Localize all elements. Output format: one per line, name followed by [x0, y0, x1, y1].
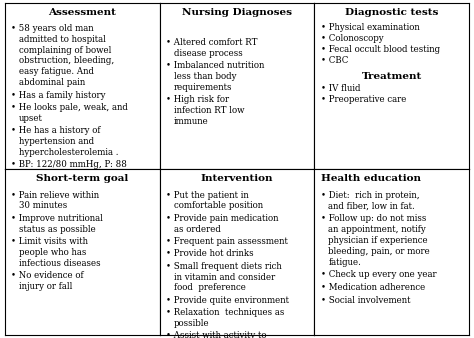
Text: Assessment: Assessment: [48, 8, 116, 17]
Text: • Fecal occult blood testing: • Fecal occult blood testing: [320, 45, 440, 54]
Text: • Physical examination: • Physical examination: [320, 23, 419, 32]
Text: • Social involvement: • Social involvement: [320, 296, 410, 306]
Text: • Check up every one year: • Check up every one year: [320, 270, 436, 280]
Text: • Provide hot drinks: • Provide hot drinks: [166, 249, 254, 258]
Text: • Follow up: do not miss: • Follow up: do not miss: [320, 214, 426, 223]
Text: as ordered: as ordered: [173, 224, 220, 234]
Text: • Put the patient in: • Put the patient in: [166, 191, 248, 199]
Text: • CBC: • CBC: [320, 56, 348, 65]
Text: physician if experience: physician if experience: [328, 236, 428, 245]
Text: • BP: 122/80 mmHg, P: 88: • BP: 122/80 mmHg, P: 88: [11, 160, 127, 169]
Text: • Assist with activity to: • Assist with activity to: [166, 332, 266, 338]
Text: b/m, Tem. 36.8C, Res.:: b/m, Tem. 36.8C, Res.:: [18, 171, 118, 180]
Text: complaining of bowel: complaining of bowel: [18, 46, 111, 55]
Text: • Frequent pain assessment: • Frequent pain assessment: [166, 237, 288, 246]
Text: less than body: less than body: [173, 72, 236, 81]
Text: • 58 years old man: • 58 years old man: [11, 24, 93, 33]
Text: • Pain relieve within: • Pain relieve within: [11, 191, 99, 199]
Text: Nursing Diagnoses: Nursing Diagnoses: [182, 8, 292, 17]
Text: • Colonoscopy: • Colonoscopy: [320, 34, 383, 43]
Text: abdominal pain: abdominal pain: [18, 78, 85, 87]
Text: • IV fluid: • IV fluid: [320, 84, 360, 93]
Text: status as possible: status as possible: [18, 224, 95, 234]
Text: people who has: people who has: [18, 248, 86, 257]
Text: • Preoperative care: • Preoperative care: [320, 95, 406, 103]
Text: • He has a history of: • He has a history of: [11, 126, 100, 135]
Text: colon cancer: colon cancer: [18, 205, 73, 214]
Text: 20c/m: 20c/m: [18, 182, 46, 191]
Text: easy fatigue. And: easy fatigue. And: [18, 67, 94, 76]
Text: Health education: Health education: [320, 174, 420, 183]
Text: • Imbalanced nutrition: • Imbalanced nutrition: [166, 62, 264, 70]
Text: Short-term goal: Short-term goal: [36, 174, 128, 183]
Text: requirements: requirements: [173, 83, 232, 92]
Text: • Medication adherence: • Medication adherence: [320, 284, 425, 292]
Text: hypertension and: hypertension and: [18, 137, 94, 146]
Text: • He looks pale, weak, and: • He looks pale, weak, and: [11, 103, 128, 112]
Text: Diagnostic tests: Diagnostic tests: [345, 8, 438, 17]
Text: in vitamin and consider: in vitamin and consider: [173, 273, 275, 282]
Text: possible: possible: [173, 319, 209, 328]
Text: injury or fall: injury or fall: [18, 282, 72, 291]
Text: • Provide pain medication: • Provide pain medication: [166, 214, 278, 223]
Text: immune: immune: [173, 117, 208, 126]
Text: infectious diseases: infectious diseases: [18, 259, 100, 268]
Text: • Improve nutritional: • Improve nutritional: [11, 214, 103, 223]
Text: • Altered comfort RT: • Altered comfort RT: [166, 38, 257, 47]
Text: infection RT low: infection RT low: [173, 106, 244, 115]
Text: upset: upset: [18, 114, 43, 123]
Text: • Provide quite environment: • Provide quite environment: [166, 296, 289, 305]
Text: • Limit visits with: • Limit visits with: [11, 237, 88, 246]
Text: • Has a family history: • Has a family history: [11, 91, 105, 99]
Text: • Small frequent diets rich: • Small frequent diets rich: [166, 262, 282, 271]
Text: hypercholesterolemia .: hypercholesterolemia .: [18, 148, 118, 157]
Text: Treatment: Treatment: [362, 72, 422, 81]
Text: • No evidence of: • No evidence of: [11, 271, 83, 280]
Text: Intervention: Intervention: [201, 174, 273, 183]
Text: bleeding, pain, or more: bleeding, pain, or more: [328, 247, 430, 256]
Text: • Colonoscopy indicated: • Colonoscopy indicated: [11, 194, 116, 203]
Text: obstruction, bleeding,: obstruction, bleeding,: [18, 56, 114, 66]
Text: • Diet:  rich in protein,: • Diet: rich in protein,: [320, 191, 419, 199]
Text: • Relaxation  techniques as: • Relaxation techniques as: [166, 308, 284, 317]
Text: food  preference: food preference: [173, 284, 246, 292]
Text: comfortable position: comfortable position: [173, 201, 263, 210]
Text: and fiber, low in fat.: and fiber, low in fat.: [328, 201, 415, 210]
Text: an appointment, notify: an appointment, notify: [328, 225, 426, 234]
Text: fatigue.: fatigue.: [328, 258, 361, 266]
Text: 30 minutes: 30 minutes: [18, 201, 67, 210]
Text: • High risk for: • High risk for: [166, 95, 229, 104]
Text: admitted to hospital: admitted to hospital: [18, 35, 106, 44]
Text: disease process: disease process: [173, 49, 242, 58]
